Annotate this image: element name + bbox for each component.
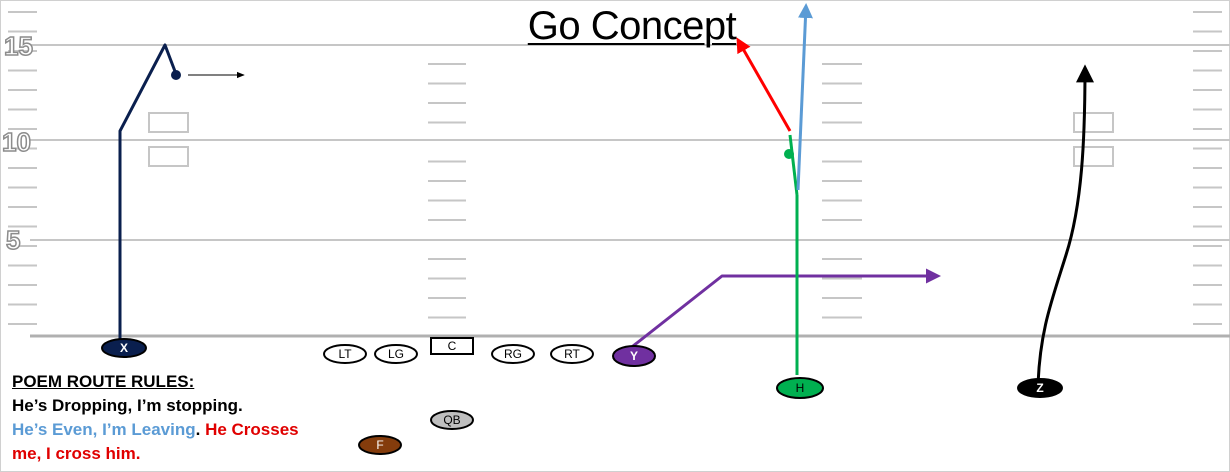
hash-marks-left — [8, 11, 37, 325]
field-number-boxes — [148, 112, 1114, 167]
player-rt-marker — [550, 344, 594, 364]
yard-number-5: 5 — [6, 225, 20, 255]
hash-marks-inner-left — [428, 63, 466, 319]
hash-marks-inner-right — [822, 63, 862, 319]
player-x-label: X — [120, 341, 128, 355]
z-route — [1036, 64, 1094, 386]
x-route — [118, 43, 178, 343]
route-rules: POEM ROUTE RULES: He’s Dropping, I’m sto… — [12, 370, 332, 466]
player-z-label: Z — [1036, 381, 1043, 395]
player-lt: LT — [323, 344, 367, 364]
players: X LT LG C RG RT — [101, 337, 1063, 455]
route-rules-heading: POEM ROUTE RULES: — [12, 372, 195, 391]
player-rt: RT — [550, 344, 594, 364]
player-x-marker — [101, 338, 147, 358]
player-z: Z — [1017, 378, 1063, 398]
number-box — [148, 146, 189, 167]
player-rt-label: RT — [564, 347, 580, 361]
player-lg: LG — [374, 344, 418, 364]
player-qb-marker — [430, 410, 474, 430]
h-route-stop — [784, 149, 794, 159]
x-route-endpoint — [171, 70, 181, 80]
yard-number-15: 15 — [4, 31, 33, 61]
yard-numbers: 15 10 5 — [1, 30, 33, 256]
h-route-option-red — [736, 37, 792, 132]
rule-even: He’s Even, I’m Leaving — [12, 420, 196, 439]
yard-lines — [30, 44, 1230, 338]
player-qb: QB — [430, 410, 474, 430]
number-box — [1073, 146, 1114, 167]
player-y-label: Y — [630, 349, 638, 363]
player-rg-marker — [491, 344, 535, 364]
player-f-label: F — [376, 438, 383, 452]
player-lg-marker — [374, 344, 418, 364]
h-route-stem-lean — [788, 134, 799, 196]
number-box — [148, 112, 189, 133]
player-c-label: C — [448, 339, 457, 353]
player-rg: RG — [491, 344, 535, 364]
h-route-option-blue — [796, 3, 813, 191]
rule-crosses: He Crosses me, I cross him. — [12, 420, 299, 463]
player-lt-marker — [323, 344, 367, 364]
play-title: Go Concept — [527, 4, 737, 48]
player-lg-label: LG — [388, 347, 404, 361]
player-qb-label: QB — [443, 413, 460, 427]
player-c: C — [430, 337, 474, 355]
player-z-marker — [1017, 378, 1063, 398]
player-x: X — [101, 338, 147, 358]
player-f: F — [358, 435, 402, 455]
y-route — [627, 268, 941, 352]
player-c-marker — [430, 337, 474, 355]
player-y-marker — [612, 345, 656, 367]
player-rg-label: RG — [504, 347, 522, 361]
player-lt-label: LT — [338, 347, 352, 361]
player-f-marker — [358, 435, 402, 455]
yard-number-10: 10 — [2, 127, 31, 157]
hash-marks-right — [1193, 11, 1222, 325]
player-y: Y — [612, 345, 656, 367]
rule-dropping: He’s Dropping, I’m stopping. — [12, 396, 243, 415]
player-h-label: H — [796, 381, 805, 395]
rule-even-crosses: He’s Even, I’m Leaving. He Crosses me, I… — [12, 418, 332, 466]
number-box — [1073, 112, 1114, 133]
player-h: H — [776, 377, 824, 399]
rule-separator: . — [195, 420, 206, 439]
routes — [118, 3, 1094, 386]
player-h-marker — [776, 377, 824, 399]
